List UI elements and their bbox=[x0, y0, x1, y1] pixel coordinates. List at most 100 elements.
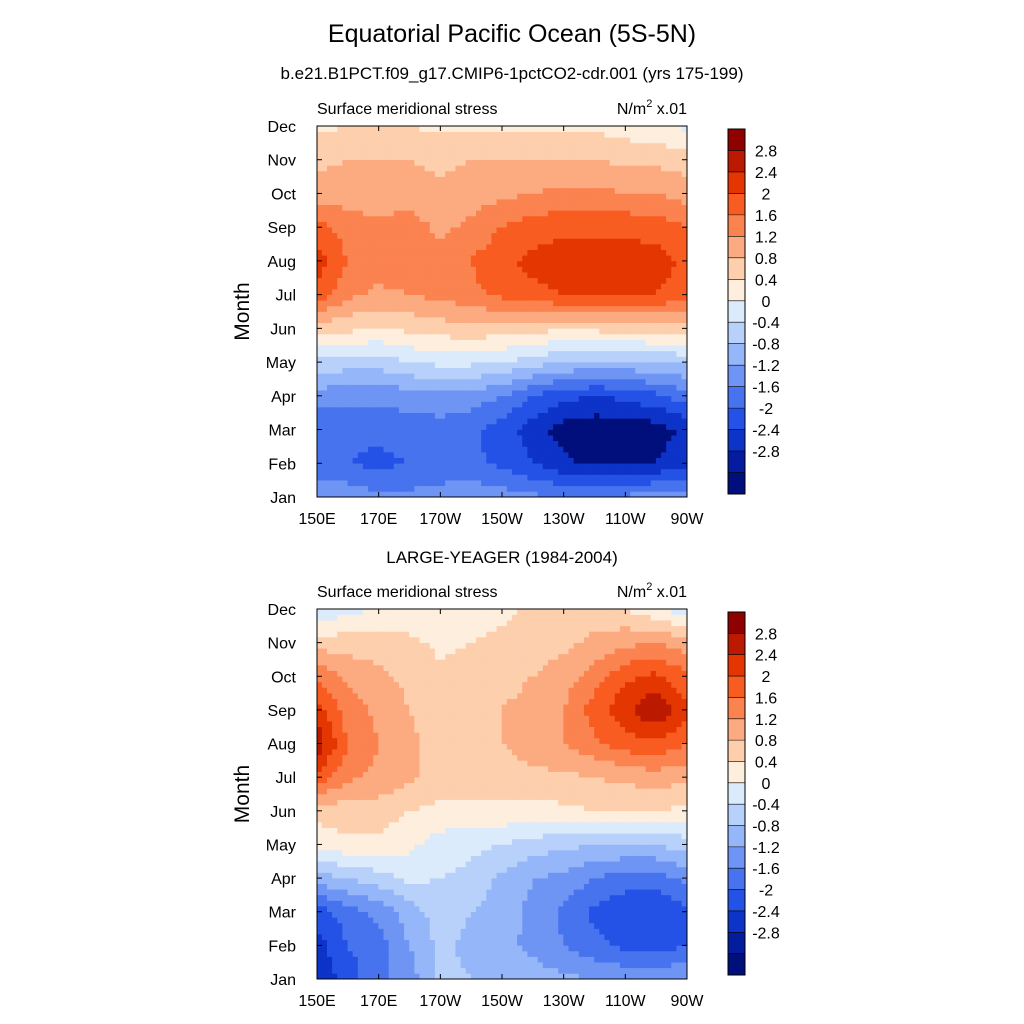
contour-cell bbox=[434, 361, 441, 369]
contour-cell bbox=[357, 406, 364, 413]
contour-cell bbox=[398, 311, 405, 318]
contour-cell bbox=[419, 361, 426, 369]
contour-cell bbox=[594, 316, 600, 324]
contour-cell bbox=[337, 344, 343, 352]
contour-cell bbox=[553, 401, 559, 408]
contour-cell bbox=[398, 339, 405, 346]
contour-cell bbox=[373, 418, 379, 425]
contour-cell bbox=[676, 373, 683, 380]
contour-cell bbox=[645, 333, 652, 340]
contour-cell bbox=[317, 950, 323, 957]
contour-cell bbox=[501, 474, 508, 481]
contour-cell bbox=[553, 491, 559, 497]
contour-cell bbox=[506, 468, 513, 475]
contour-cell bbox=[655, 485, 662, 492]
contour-cell bbox=[563, 328, 570, 335]
contour-cell bbox=[650, 350, 657, 357]
contour-cell bbox=[573, 423, 580, 430]
contour-cell bbox=[614, 266, 621, 273]
contour-cell bbox=[640, 462, 647, 470]
contour-cell bbox=[414, 434, 421, 442]
contour-cell bbox=[630, 440, 636, 447]
contour-cell bbox=[506, 446, 513, 453]
contour-cell bbox=[568, 389, 575, 397]
contour-cell bbox=[599, 479, 606, 487]
contour-cell bbox=[357, 479, 364, 487]
contour-cell bbox=[440, 440, 446, 447]
contour-cell bbox=[578, 361, 585, 369]
contour-cell bbox=[609, 468, 616, 475]
contour-cell bbox=[347, 384, 354, 391]
contour-cell bbox=[450, 373, 457, 380]
contour-cell bbox=[414, 457, 421, 464]
contour-cell bbox=[465, 266, 472, 273]
contour-cell bbox=[655, 299, 662, 307]
contour-cell bbox=[532, 339, 539, 346]
contour-cell bbox=[625, 429, 631, 436]
contour-cell bbox=[378, 299, 385, 307]
contour-cell bbox=[460, 333, 467, 340]
contour-cell bbox=[342, 451, 349, 458]
contour-cell bbox=[445, 491, 451, 497]
contour-cell bbox=[332, 434, 338, 442]
contour-cell bbox=[465, 311, 472, 318]
contour-cell bbox=[563, 406, 570, 413]
contour-cell bbox=[321, 254, 328, 262]
contour-cell bbox=[558, 491, 564, 497]
contour-cell bbox=[393, 412, 400, 419]
contour-cell bbox=[429, 339, 436, 346]
contour-cell bbox=[398, 406, 405, 413]
contour-cell bbox=[352, 238, 359, 245]
contour-cell bbox=[383, 294, 390, 301]
contour-cell bbox=[409, 412, 415, 419]
contour-cell bbox=[630, 350, 636, 357]
contour-cell bbox=[337, 271, 343, 279]
contour-cell bbox=[481, 294, 487, 301]
contour-cell bbox=[496, 474, 503, 481]
contour-cell bbox=[357, 973, 364, 979]
contour-cell bbox=[671, 361, 678, 369]
contour-cell bbox=[342, 956, 349, 963]
contour-cell bbox=[317, 260, 323, 267]
contour-cell bbox=[326, 384, 333, 391]
contour-cell bbox=[650, 423, 657, 430]
contour-cell bbox=[650, 277, 657, 284]
contour-cell bbox=[332, 266, 338, 273]
contour-cell bbox=[578, 322, 585, 329]
contour-cell bbox=[583, 367, 590, 374]
contour-cell bbox=[666, 485, 672, 492]
contour-cell bbox=[537, 479, 544, 487]
contour-cell bbox=[404, 462, 410, 470]
contour-cell bbox=[470, 412, 477, 419]
contour-cell bbox=[532, 491, 539, 497]
contour-cell bbox=[553, 344, 559, 352]
contour-cell bbox=[481, 474, 487, 481]
contour-cell bbox=[609, 328, 616, 335]
contour-cell bbox=[599, 305, 606, 312]
contour-cell bbox=[373, 271, 379, 279]
contour-cell bbox=[547, 401, 554, 408]
contour-cell bbox=[332, 479, 338, 487]
contour-cell bbox=[404, 468, 410, 475]
contour-cell bbox=[527, 344, 534, 352]
contour-cell bbox=[332, 288, 338, 295]
contour-cell bbox=[619, 328, 626, 335]
contour-cell bbox=[378, 395, 385, 402]
contour-cell bbox=[522, 446, 528, 453]
contour-cell bbox=[398, 344, 405, 352]
contour-cell bbox=[553, 288, 559, 295]
contour-cell bbox=[599, 384, 606, 391]
contour-cell bbox=[393, 260, 400, 267]
contour-cell bbox=[357, 283, 364, 290]
contour-cell bbox=[332, 243, 338, 250]
contour-cell bbox=[553, 384, 559, 391]
contour-cell bbox=[635, 468, 642, 475]
contour-cell bbox=[404, 423, 410, 430]
contour-cell bbox=[317, 305, 323, 312]
contour-cell bbox=[460, 446, 467, 453]
contour-cell bbox=[347, 945, 354, 952]
contour-cell bbox=[625, 305, 631, 312]
contour-cell bbox=[630, 288, 636, 295]
contour-cell bbox=[553, 361, 559, 369]
contour-cell bbox=[337, 339, 343, 346]
